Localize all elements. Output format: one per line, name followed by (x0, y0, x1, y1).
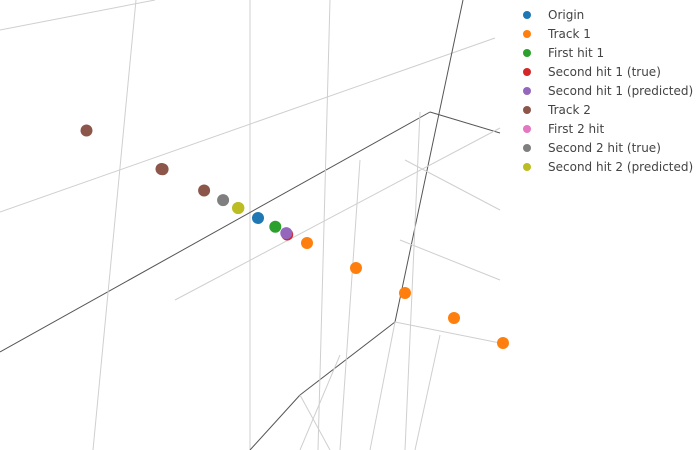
data-point[interactable] (269, 220, 282, 233)
grid-line (369, 321, 396, 450)
data-point[interactable] (217, 194, 230, 207)
grid-lines (0, 0, 501, 450)
grid-line (0, 37, 496, 213)
data-point[interactable] (280, 227, 293, 240)
grid-line (299, 394, 331, 450)
data-point[interactable] (198, 184, 211, 197)
grid-line (404, 111, 421, 450)
legend-marker-icon (523, 106, 531, 114)
legend-marker-icon (523, 87, 531, 95)
grid-line (404, 159, 501, 211)
legend-label: Track 2 (548, 103, 591, 117)
legend-marker-icon (523, 49, 531, 57)
legend-label: Second hit 2 (predicted) (548, 160, 694, 174)
data-markers (80, 124, 509, 349)
grid-line (399, 239, 501, 281)
grid-line (92, 0, 137, 450)
legend-item[interactable]: Track 1 (518, 25, 698, 44)
legend-item[interactable]: Second 2 hit (true) (518, 139, 698, 158)
legend-item[interactable]: First hit 1 (518, 44, 698, 63)
legend-marker-icon (523, 30, 531, 38)
grid-line (299, 321, 396, 396)
grid-line (429, 111, 501, 134)
data-point[interactable] (232, 202, 244, 214)
legend-marker-icon (523, 68, 531, 76)
data-point[interactable] (497, 337, 509, 349)
legend-item[interactable]: First 2 hit (518, 120, 698, 139)
legend-item[interactable]: Origin (518, 6, 698, 25)
data-point[interactable] (252, 212, 264, 224)
legend: Origin Track 1 First hit 1 Second hit 1 (tr… (518, 6, 698, 177)
legend-marker-icon (523, 163, 531, 171)
grid-line (339, 159, 361, 450)
data-point[interactable] (301, 237, 313, 249)
legend-label: First hit 1 (548, 46, 605, 60)
data-point[interactable] (448, 312, 460, 324)
legend-item[interactable]: Second hit 2 (predicted) (518, 158, 698, 177)
legend-label: Second 2 hit (true) (548, 141, 661, 155)
grid-line (0, 0, 156, 31)
data-point[interactable] (80, 124, 93, 137)
grid-line (394, 321, 501, 344)
grid-line (394, 0, 464, 323)
legend-marker-icon (523, 125, 531, 133)
legend-label: Second hit 1 (true) (548, 65, 661, 79)
grid-line (414, 334, 441, 450)
legend-marker-icon (523, 144, 531, 152)
data-point[interactable] (399, 287, 411, 299)
grid-line (249, 394, 301, 450)
legend-label: Second hit 1 (predicted) (548, 84, 694, 98)
legend-item[interactable]: Second hit 1 (true) (518, 63, 698, 82)
legend-label: Track 1 (548, 27, 591, 41)
grid-line (317, 0, 331, 450)
grid-line (299, 354, 341, 450)
legend-label: Origin (548, 8, 585, 22)
grid-line (0, 111, 431, 353)
data-point[interactable] (155, 163, 168, 175)
legend-item[interactable]: Track 2 (518, 101, 698, 120)
legend-item[interactable]: Second hit 1 (predicted) (518, 82, 698, 101)
legend-marker-icon (523, 11, 531, 19)
data-point[interactable] (350, 262, 362, 274)
legend-label: First 2 hit (548, 122, 605, 136)
grid-line (174, 127, 501, 301)
